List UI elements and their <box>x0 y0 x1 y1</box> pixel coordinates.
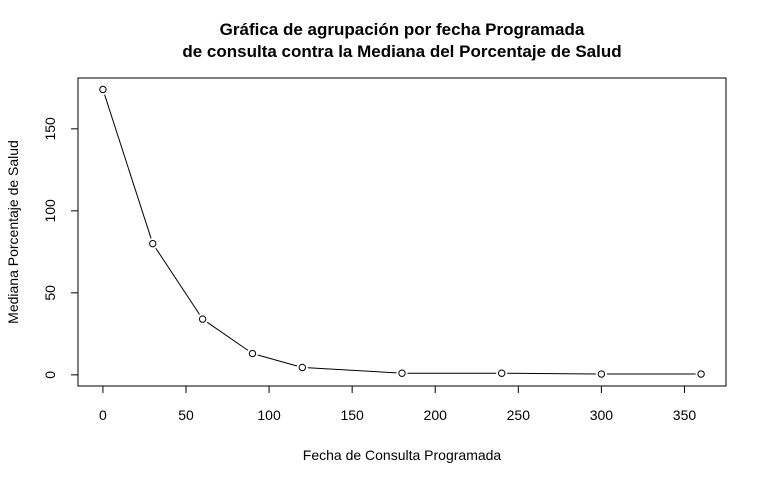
x-tick-label: 350 <box>673 407 697 423</box>
x-tick-label: 300 <box>590 407 614 423</box>
data-point <box>149 239 157 248</box>
series-line-segment <box>206 321 249 351</box>
data-point <box>198 315 207 323</box>
x-tick-label: 150 <box>340 407 364 423</box>
x-tick-label: 0 <box>99 407 107 423</box>
x-axis: 0 50 100 150 200 250 300 350 <box>99 385 697 423</box>
series-line-segment <box>507 372 596 375</box>
plot-frame <box>77 77 727 387</box>
x-tick-label: 100 <box>257 407 281 423</box>
y-axis: 0 50 100 150 <box>42 117 79 379</box>
y-tick-label: 0 <box>42 371 58 379</box>
x-tick-label: 50 <box>178 407 194 423</box>
data-point <box>697 370 705 378</box>
data-point <box>248 349 257 358</box>
x-tick-label: 200 <box>424 407 448 423</box>
y-tick-label: 100 <box>42 199 58 223</box>
y-axis-label: Mediana Porcentaje de Salud <box>5 140 21 324</box>
chart-title-line1: Gráfica de agrupación por fecha Programa… <box>220 20 585 39</box>
data-point <box>597 370 606 378</box>
x-tick-label: 250 <box>507 407 531 423</box>
x-axis-label: Fecha de Consulta Programada <box>303 447 502 463</box>
y-tick-label: 50 <box>42 285 58 301</box>
data-point <box>398 369 406 377</box>
series-line-segment <box>104 94 152 239</box>
series-line-segment <box>155 247 201 315</box>
series-line-segment <box>257 354 298 367</box>
series-layer <box>99 85 705 378</box>
y-tick-label: 150 <box>42 117 58 141</box>
series-line-segment <box>307 367 397 374</box>
data-point <box>298 363 307 372</box>
data-point <box>99 85 107 94</box>
chart-title-line2: de consulta contra la Mediana del Porcen… <box>182 42 621 61</box>
data-point <box>497 369 506 377</box>
